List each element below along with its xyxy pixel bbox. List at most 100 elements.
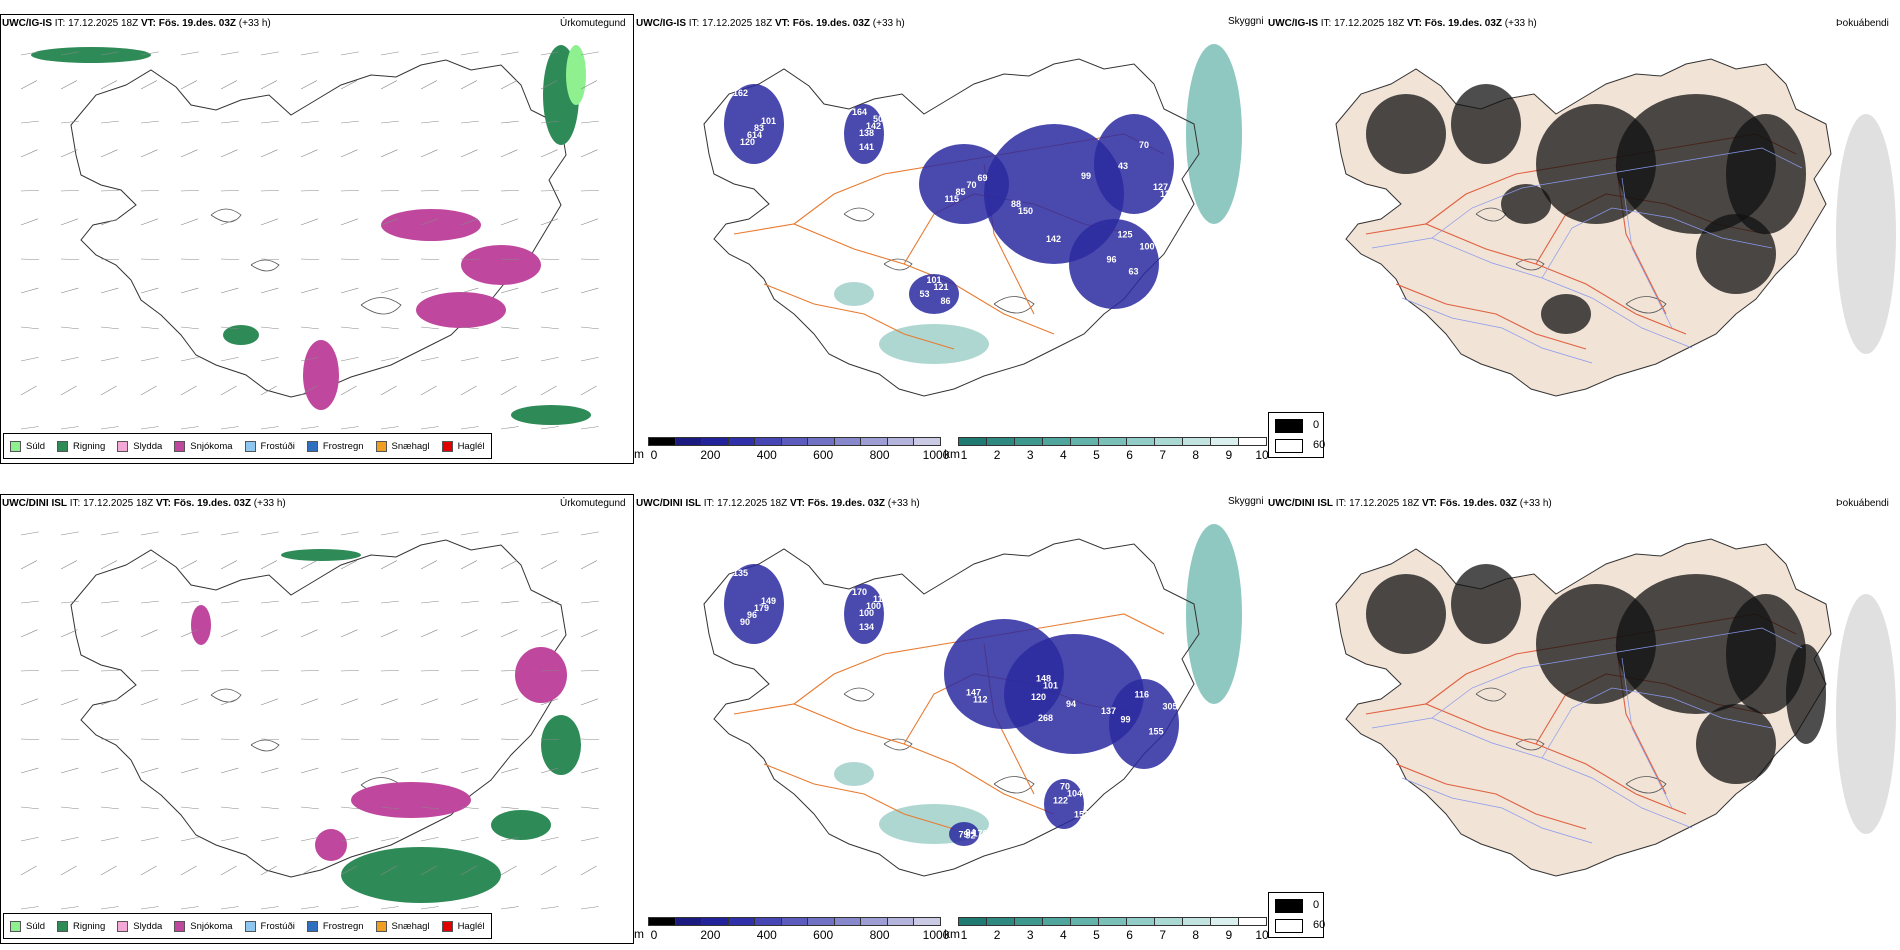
colorbar-tick: 200 (700, 448, 721, 462)
fog-title-bottom: Þokuábendi (1836, 498, 1889, 509)
legend-item: Snjókoma (174, 920, 233, 932)
ceiling-label: 100 (866, 601, 881, 611)
ceiling-label: 149 (761, 596, 776, 606)
ceiling-label: 94 (1066, 699, 1076, 709)
vt-label: VT: (774, 18, 790, 29)
ceiling-label: 127 (1153, 182, 1168, 192)
vt-value: Fös. 19.des. 03Z (1439, 498, 1518, 509)
header-top-1: UWC/IG-IS IT: 17.12.2025 18Z VT: Fös. 19… (2, 18, 271, 29)
ceiling-label: 138 (859, 128, 874, 138)
ceiling-label: 162 (733, 88, 748, 98)
legend-label: Haglél (457, 920, 485, 932)
colorbar-tick: 7 (1159, 928, 1166, 942)
ceiling-colorbar-bottom: m 0 200 400 600 800 1000 (634, 917, 949, 942)
ceiling-label: 142 (1046, 234, 1061, 244)
legend-swatch (244, 920, 256, 932)
it-label: IT: (54, 18, 66, 29)
ceiling-title-bottom: Skyggni (1228, 496, 1264, 507)
colorbar-tick: 200 (700, 928, 721, 942)
it-value: 17.12.2025 18Z (68, 18, 139, 29)
fog-map-top (1335, 58, 1896, 397)
legend-swatch (441, 920, 453, 932)
colorbar-tick: 1000 (922, 928, 950, 942)
legend-item: Frostúði (244, 920, 295, 932)
colorbar-unit: m (634, 447, 644, 461)
it-value: 17.12.2025 18Z (717, 498, 788, 509)
colorbar-tick: 10 (1255, 928, 1269, 942)
ceiling-map-top: 162 138 115 150 96 101 110 120 142 85 99 125 86 70 614… (703, 44, 1242, 397)
ceiling-label: 94 (966, 828, 976, 838)
colorbar-tick: 2 (993, 448, 1001, 462)
ceiling-label: 70 (1139, 140, 1149, 150)
ceiling-label: 104 (1067, 789, 1082, 799)
legend-item: Snjókoma (174, 440, 233, 452)
colorbar-tick: 400 (756, 928, 777, 942)
ceiling-label: 86 (941, 296, 951, 306)
it-value: 17.12.2025 18Z (1334, 18, 1405, 29)
ceiling-label: 96 (747, 610, 757, 620)
colorbar-segment (701, 437, 729, 446)
colorbar-tick: 800 (869, 448, 890, 462)
colorbar-segment (754, 917, 782, 926)
legend-label: Frostregn (322, 920, 364, 932)
colorbar-unit: km (944, 927, 960, 941)
colorbar-segment (1070, 917, 1099, 926)
colorbar-segment (754, 437, 782, 446)
colorbar-segment (886, 917, 915, 926)
model-name: UWC/IG-IS (1268, 18, 1318, 29)
legend-label: Snjókoma (190, 920, 233, 932)
colorbar-segment (860, 437, 888, 446)
fog-swatch (1275, 439, 1303, 453)
colorbar-segment (1014, 917, 1043, 926)
ceiling-label: 141 (859, 142, 874, 152)
legend-label: Súld (26, 920, 46, 932)
colorbar-tick: 5 (1093, 928, 1100, 942)
colorbar-segment (1154, 917, 1183, 926)
visibility-colorbar-top: km 1 2 3 4 5 6 7 8 9 10 (944, 437, 1269, 462)
ceiling-label: 153 (1074, 810, 1089, 820)
model-name: UWC/DINI ISL (2, 498, 67, 509)
colorbar-segment (727, 437, 756, 446)
ceiling-label: 125 (1118, 230, 1133, 240)
ceiling-label: 115 (945, 194, 960, 204)
ceiling-label: 150 (1018, 206, 1033, 216)
legend-swatch (441, 440, 453, 452)
legend-item: Frostúði (244, 440, 295, 452)
colorbar-segment (1210, 437, 1239, 446)
colorbar-tick: 0 (650, 448, 658, 462)
ceiling-label: 147 (966, 688, 981, 698)
ceiling-label: 88 (1011, 199, 1021, 209)
legend-item: Súld (10, 920, 46, 932)
ceiling-label: 70 (1060, 782, 1070, 792)
legend-item: Haglél (441, 440, 485, 452)
colorbar-tick: 6 (1126, 448, 1133, 462)
colorbar-tick: 3 (1026, 928, 1034, 942)
precip-map-bottom (20, 531, 599, 910)
ceiling-panel-bottom: 135 100 148 268 99 104 94 90 100 101 137 116 153 170 9… (634, 494, 1268, 944)
legend-label: Snjókoma (190, 440, 233, 452)
lead-time: (+33 h) (253, 498, 286, 509)
lead-time: (+33 h) (238, 18, 271, 29)
colorbar-segment (913, 437, 941, 446)
legend-label: Súld (26, 440, 46, 452)
colorbar-tick: 9 (1225, 928, 1233, 942)
colorbar-segment (1182, 917, 1211, 926)
model-name: UWC/IG-IS (636, 18, 686, 29)
ceiling-label: 614 (747, 130, 762, 140)
fog-value: 60 (1313, 919, 1326, 931)
ceiling-label: 70 (967, 180, 977, 190)
precip-legend-top: Súld Rigning Slydda Snjókoma Frostúði Frostre… (3, 433, 492, 459)
lead-time: (+33 h) (872, 18, 905, 29)
vt-label: VT: (155, 498, 171, 509)
fog-legend-top: 0 60 (1268, 412, 1325, 458)
colorbar-segment (1238, 437, 1267, 446)
ceiling-label: 134 (859, 622, 874, 632)
ceiling-label: 148 (1036, 674, 1051, 684)
ceiling-panel-top: 162 138 115 150 96 101 110 120 142 85 99 125 86 70 614… (634, 14, 1268, 464)
precip-title-bottom: Úrkomutegund (560, 498, 626, 509)
legend-swatch (10, 920, 21, 932)
colorbar-segment (1182, 437, 1211, 446)
legend-swatch (306, 920, 318, 932)
colorbar-segment (1238, 917, 1267, 926)
